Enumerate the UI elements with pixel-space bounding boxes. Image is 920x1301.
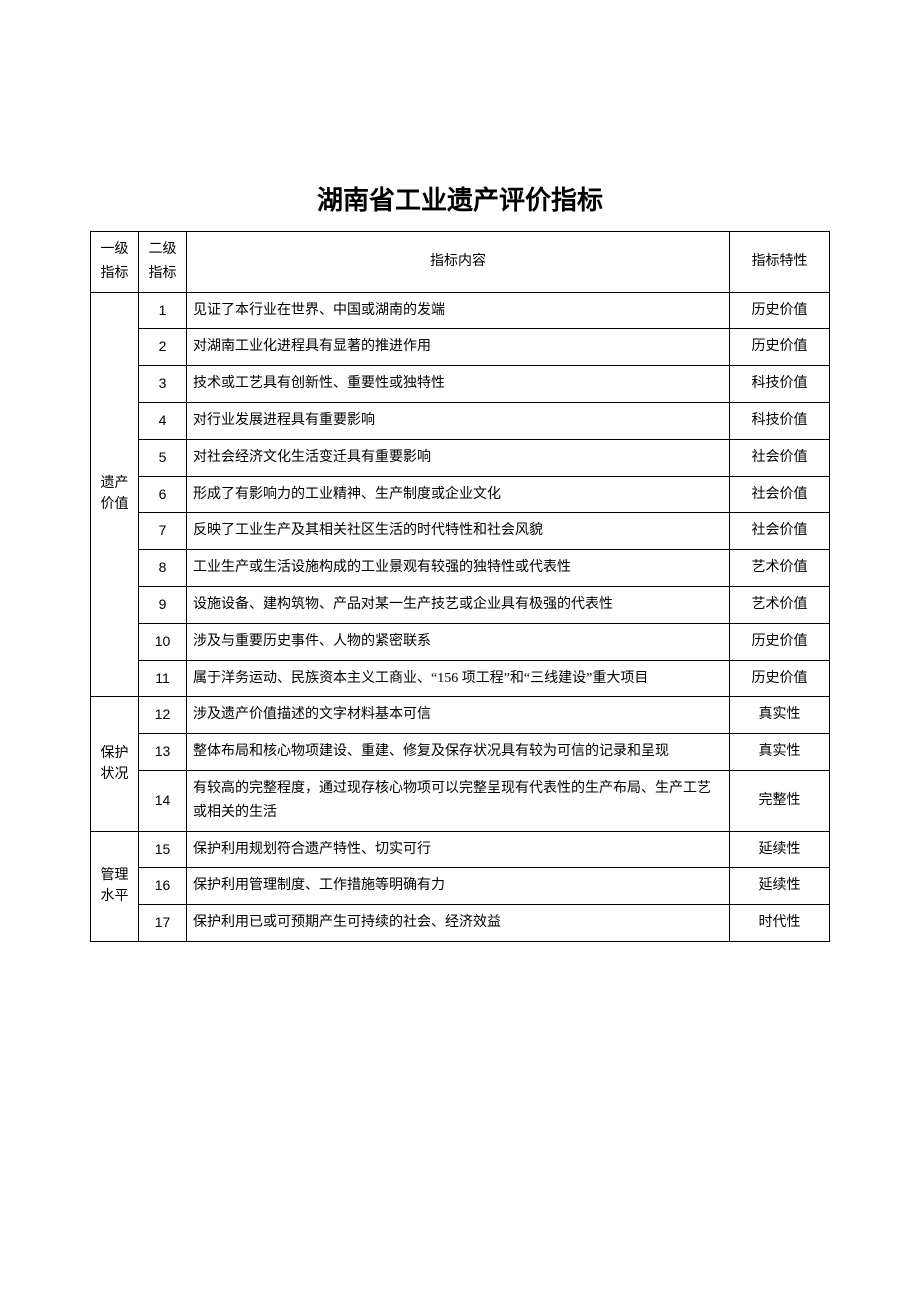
row-attr: 历史价值	[730, 329, 830, 366]
row-number: 11	[139, 660, 187, 697]
row-content: 有较高的完整程度，通过现存核心物项可以完整呈现有代表性的生产布局、生产工艺或相关…	[187, 770, 730, 831]
table-row: 17保护利用已或可预期产生可持续的社会、经济效益时代性	[91, 905, 830, 942]
table-row: 管理水平15保护利用规划符合遗产特性、切实可行延续性	[91, 831, 830, 868]
row-attr: 社会价值	[730, 476, 830, 513]
table-row: 8工业生产或生活设施构成的工业景观有较强的独特性或代表性艺术价值	[91, 550, 830, 587]
header-level2: 二级指标	[139, 232, 187, 293]
row-attr: 艺术价值	[730, 586, 830, 623]
table-row: 6形成了有影响力的工业精神、生产制度或企业文化社会价值	[91, 476, 830, 513]
row-content: 涉及与重要历史事件、人物的紧密联系	[187, 623, 730, 660]
row-attr: 科技价值	[730, 366, 830, 403]
row-number: 7	[139, 513, 187, 550]
row-number: 14	[139, 770, 187, 831]
row-number: 1	[139, 292, 187, 329]
table-row: 保护状况12涉及遗产价值描述的文字材料基本可信真实性	[91, 697, 830, 734]
row-content: 保护利用已或可预期产生可持续的社会、经济效益	[187, 905, 730, 942]
table-row: 2对湖南工业化进程具有显著的推进作用历史价值	[91, 329, 830, 366]
row-number: 6	[139, 476, 187, 513]
table-row: 5对社会经济文化生活变迁具有重要影响社会价值	[91, 439, 830, 476]
header-level1: 一级指标	[91, 232, 139, 293]
row-attr: 延续性	[730, 831, 830, 868]
row-content: 形成了有影响力的工业精神、生产制度或企业文化	[187, 476, 730, 513]
row-number: 8	[139, 550, 187, 587]
table-row: 11属于洋务运动、民族资本主义工商业、“156 项工程”和“三线建设”重大项目历…	[91, 660, 830, 697]
row-attr: 真实性	[730, 734, 830, 771]
row-number: 10	[139, 623, 187, 660]
row-number: 13	[139, 734, 187, 771]
row-content: 对行业发展进程具有重要影响	[187, 402, 730, 439]
row-content: 对社会经济文化生活变迁具有重要影响	[187, 439, 730, 476]
table-row: 16保护利用管理制度、工作措施等明确有力延续性	[91, 868, 830, 905]
document-title: 湖南省工业遗产评价指标	[90, 180, 830, 217]
row-attr: 真实性	[730, 697, 830, 734]
row-number: 2	[139, 329, 187, 366]
row-attr: 时代性	[730, 905, 830, 942]
row-content: 设施设备、建构筑物、产品对某一生产技艺或企业具有极强的代表性	[187, 586, 730, 623]
group-label: 管理水平	[91, 831, 139, 941]
row-attr: 历史价值	[730, 623, 830, 660]
row-content: 见证了本行业在世界、中国或湖南的发端	[187, 292, 730, 329]
row-attr: 历史价值	[730, 660, 830, 697]
header-content: 指标内容	[187, 232, 730, 293]
row-attr: 完整性	[730, 770, 830, 831]
table-header-row: 一级指标 二级指标 指标内容 指标特性	[91, 232, 830, 293]
group-label: 遗产价值	[91, 292, 139, 697]
row-content: 属于洋务运动、民族资本主义工商业、“156 项工程”和“三线建设”重大项目	[187, 660, 730, 697]
table-row: 14有较高的完整程度，通过现存核心物项可以完整呈现有代表性的生产布局、生产工艺或…	[91, 770, 830, 831]
table-row: 3技术或工艺具有创新性、重要性或独特性科技价值	[91, 366, 830, 403]
header-attr: 指标特性	[730, 232, 830, 293]
row-attr: 社会价值	[730, 513, 830, 550]
row-number: 15	[139, 831, 187, 868]
row-attr: 延续性	[730, 868, 830, 905]
row-number: 4	[139, 402, 187, 439]
table-row: 10涉及与重要历史事件、人物的紧密联系历史价值	[91, 623, 830, 660]
row-number: 17	[139, 905, 187, 942]
row-content: 对湖南工业化进程具有显著的推进作用	[187, 329, 730, 366]
row-number: 3	[139, 366, 187, 403]
row-content: 整体布局和核心物项建设、重建、修复及保存状况具有较为可信的记录和呈现	[187, 734, 730, 771]
table-row: 4对行业发展进程具有重要影响科技价值	[91, 402, 830, 439]
table-row: 9设施设备、建构筑物、产品对某一生产技艺或企业具有极强的代表性艺术价值	[91, 586, 830, 623]
table-row: 13整体布局和核心物项建设、重建、修复及保存状况具有较为可信的记录和呈现真实性	[91, 734, 830, 771]
table-body: 遗产价值1见证了本行业在世界、中国或湖南的发端历史价值2对湖南工业化进程具有显著…	[91, 292, 830, 941]
row-content: 反映了工业生产及其相关社区生活的时代特性和社会风貌	[187, 513, 730, 550]
row-attr: 历史价值	[730, 292, 830, 329]
row-content: 工业生产或生活设施构成的工业景观有较强的独特性或代表性	[187, 550, 730, 587]
row-attr: 艺术价值	[730, 550, 830, 587]
table-row: 遗产价值1见证了本行业在世界、中国或湖南的发端历史价值	[91, 292, 830, 329]
evaluation-table: 一级指标 二级指标 指标内容 指标特性 遗产价值1见证了本行业在世界、中国或湖南…	[90, 231, 830, 942]
table-row: 7反映了工业生产及其相关社区生活的时代特性和社会风貌社会价值	[91, 513, 830, 550]
row-content: 技术或工艺具有创新性、重要性或独特性	[187, 366, 730, 403]
row-attr: 社会价值	[730, 439, 830, 476]
row-number: 12	[139, 697, 187, 734]
row-number: 9	[139, 586, 187, 623]
row-content: 保护利用规划符合遗产特性、切实可行	[187, 831, 730, 868]
row-attr: 科技价值	[730, 402, 830, 439]
row-content: 涉及遗产价值描述的文字材料基本可信	[187, 697, 730, 734]
row-number: 16	[139, 868, 187, 905]
group-label: 保护状况	[91, 697, 139, 831]
row-content: 保护利用管理制度、工作措施等明确有力	[187, 868, 730, 905]
row-number: 5	[139, 439, 187, 476]
